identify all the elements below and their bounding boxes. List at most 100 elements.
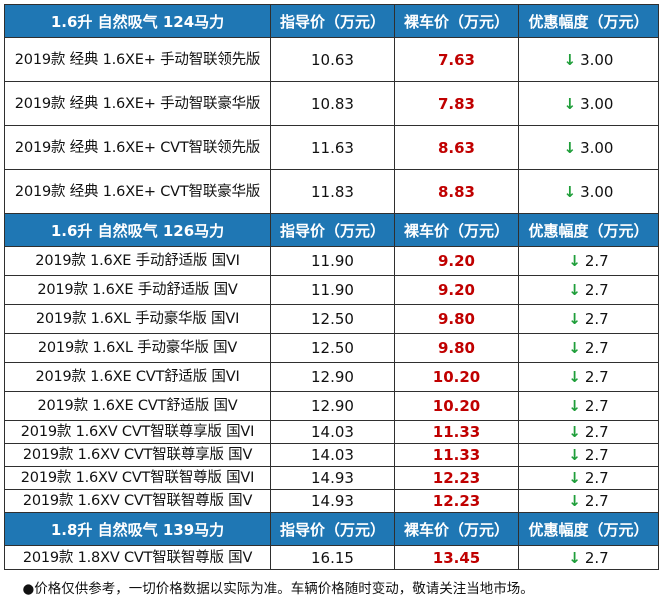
discount-value: 2.7 bbox=[585, 397, 609, 415]
down-arrow-icon: ↓ bbox=[568, 281, 581, 299]
down-arrow-icon: ↓ bbox=[568, 368, 581, 386]
model-name-cell: 2019款 1.6XV CVT智联尊享版 国V bbox=[5, 444, 271, 467]
bare-price-cell: 11.33 bbox=[395, 421, 519, 444]
section-header-row: 1.8升 自然吸气 139马力指导价（万元）裸车价（万元）优惠幅度（万元） bbox=[5, 513, 659, 546]
footnote-row: ●价格仅供参考，一切价格数据以实际为准。车辆价格随时变动，敬请关注当地市场。 bbox=[5, 570, 659, 598]
bare-price-cell: 9.20 bbox=[395, 276, 519, 305]
down-arrow-icon: ↓ bbox=[568, 469, 581, 487]
guide-price-cell: 14.93 bbox=[271, 490, 395, 513]
discount-value: 2.7 bbox=[585, 281, 609, 299]
model-name-cell: 2019款 1.8XV CVT智联智尊版 国V bbox=[5, 546, 271, 570]
model-name-cell: 2019款 1.6XE CVT舒适版 国V bbox=[5, 392, 271, 421]
guide-price-cell: 11.90 bbox=[271, 276, 395, 305]
discount-value: 2.7 bbox=[585, 310, 609, 328]
model-name-cell: 2019款 经典 1.6XE+ CVT智联领先版 bbox=[5, 126, 271, 170]
column-header-bare-price: 裸车价（万元） bbox=[395, 5, 519, 38]
bare-price-cell: 10.20 bbox=[395, 363, 519, 392]
discount-value: 2.7 bbox=[585, 446, 609, 464]
column-header-discount: 优惠幅度（万元） bbox=[519, 214, 659, 247]
guide-price-cell: 11.90 bbox=[271, 247, 395, 276]
bare-price-cell: 10.20 bbox=[395, 392, 519, 421]
guide-price-cell: 12.90 bbox=[271, 392, 395, 421]
guide-price-cell: 11.63 bbox=[271, 126, 395, 170]
model-name-cell: 2019款 经典 1.6XE+ 手动智联豪华版 bbox=[5, 82, 271, 126]
down-arrow-icon: ↓ bbox=[568, 423, 581, 441]
discount-cell: ↓2.7 bbox=[519, 392, 659, 421]
down-arrow-icon: ↓ bbox=[568, 397, 581, 415]
discount-value: 2.7 bbox=[585, 469, 609, 487]
discount-cell: ↓2.7 bbox=[519, 546, 659, 570]
bare-price-cell: 7.63 bbox=[395, 38, 519, 82]
price-table: 1.6升 自然吸气 124马力指导价（万元）裸车价（万元）优惠幅度（万元）201… bbox=[4, 4, 659, 598]
discount-cell: ↓2.7 bbox=[519, 421, 659, 444]
discount-cell: ↓2.7 bbox=[519, 276, 659, 305]
guide-price-cell: 12.50 bbox=[271, 334, 395, 363]
bare-price-cell: 12.23 bbox=[395, 490, 519, 513]
column-header-guide-price: 指导价（万元） bbox=[271, 513, 395, 546]
discount-cell: ↓2.7 bbox=[519, 334, 659, 363]
column-header-bare-price: 裸车价（万元） bbox=[395, 214, 519, 247]
discount-cell: ↓3.00 bbox=[519, 126, 659, 170]
discount-cell: ↓3.00 bbox=[519, 170, 659, 214]
discount-cell: ↓3.00 bbox=[519, 82, 659, 126]
discount-cell: ↓3.00 bbox=[519, 38, 659, 82]
guide-price-cell: 10.83 bbox=[271, 82, 395, 126]
model-name-cell: 2019款 1.6XL 手动豪华版 国V bbox=[5, 334, 271, 363]
model-name-cell: 2019款 1.6XV CVT智联智尊版 国V bbox=[5, 490, 271, 513]
column-header-guide-price: 指导价（万元） bbox=[271, 5, 395, 38]
model-name-cell: 2019款 经典 1.6XE+ CVT智联豪华版 bbox=[5, 170, 271, 214]
guide-price-cell: 14.03 bbox=[271, 444, 395, 467]
column-header-bare-price: 裸车价（万元） bbox=[395, 513, 519, 546]
guide-price-cell: 14.93 bbox=[271, 467, 395, 490]
discount-value: 2.7 bbox=[585, 492, 609, 510]
model-name-cell: 2019款 1.6XE CVT舒适版 国VI bbox=[5, 363, 271, 392]
guide-price-cell: 12.90 bbox=[271, 363, 395, 392]
discount-cell: ↓2.7 bbox=[519, 467, 659, 490]
column-header-discount: 优惠幅度（万元） bbox=[519, 513, 659, 546]
bare-price-cell: 9.20 bbox=[395, 247, 519, 276]
section-title: 1.6升 自然吸气 124马力 bbox=[5, 5, 271, 38]
discount-cell: ↓2.7 bbox=[519, 247, 659, 276]
model-name-cell: 2019款 1.6XV CVT智联尊享版 国VI bbox=[5, 421, 271, 444]
discount-value: 3.00 bbox=[580, 183, 613, 201]
bare-price-cell: 8.83 bbox=[395, 170, 519, 214]
down-arrow-icon: ↓ bbox=[568, 446, 581, 464]
down-arrow-icon: ↓ bbox=[568, 492, 581, 510]
discount-cell: ↓2.7 bbox=[519, 444, 659, 467]
discount-cell: ↓2.7 bbox=[519, 305, 659, 334]
bare-price-cell: 13.45 bbox=[395, 546, 519, 570]
price-table-body: 1.6升 自然吸气 124马力指导价（万元）裸车价（万元）优惠幅度（万元）201… bbox=[5, 5, 659, 598]
discount-value: 2.7 bbox=[585, 423, 609, 441]
down-arrow-icon: ↓ bbox=[568, 310, 581, 328]
down-arrow-icon: ↓ bbox=[564, 183, 577, 201]
down-arrow-icon: ↓ bbox=[568, 549, 581, 567]
model-name-cell: 2019款 1.6XE 手动舒适版 国VI bbox=[5, 247, 271, 276]
bare-price-cell: 7.83 bbox=[395, 82, 519, 126]
column-header-discount: 优惠幅度（万元） bbox=[519, 5, 659, 38]
discount-cell: ↓2.7 bbox=[519, 490, 659, 513]
guide-price-cell: 10.63 bbox=[271, 38, 395, 82]
discount-value: 3.00 bbox=[580, 95, 613, 113]
guide-price-cell: 14.03 bbox=[271, 421, 395, 444]
section-header-row: 1.6升 自然吸气 124马力指导价（万元）裸车价（万元）优惠幅度（万元） bbox=[5, 5, 659, 38]
guide-price-cell: 12.50 bbox=[271, 305, 395, 334]
down-arrow-icon: ↓ bbox=[564, 51, 577, 69]
section-header-row: 1.6升 自然吸气 126马力指导价（万元）裸车价（万元）优惠幅度（万元） bbox=[5, 214, 659, 247]
section-title: 1.6升 自然吸气 126马力 bbox=[5, 214, 271, 247]
down-arrow-icon: ↓ bbox=[564, 95, 577, 113]
down-arrow-icon: ↓ bbox=[568, 339, 581, 357]
guide-price-cell: 11.83 bbox=[271, 170, 395, 214]
